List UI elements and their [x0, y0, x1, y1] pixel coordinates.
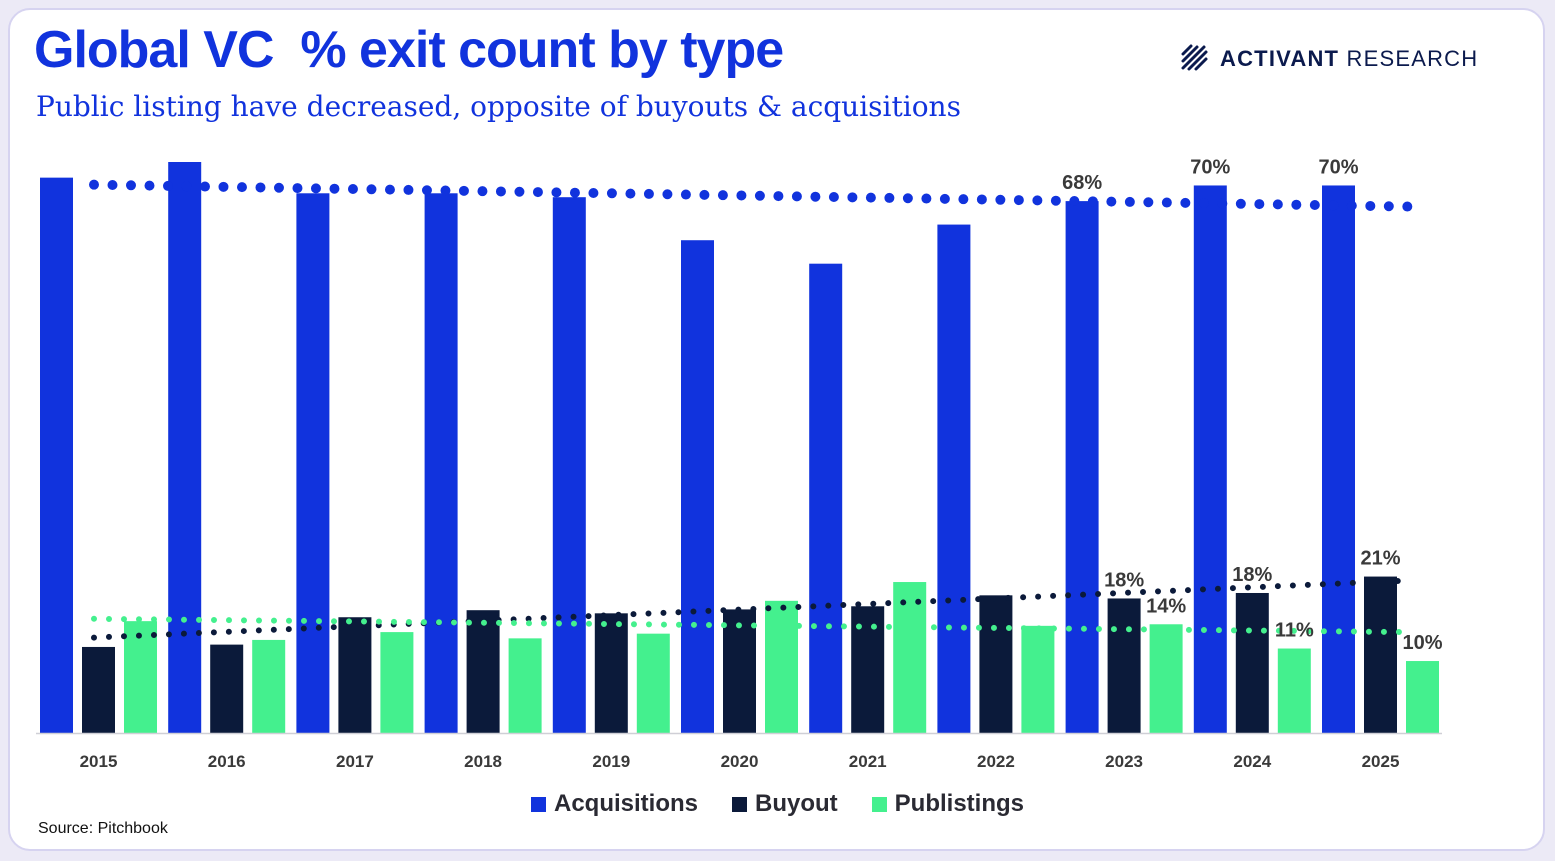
bar-buyout-2022 [979, 595, 1013, 733]
bar-buyout-2015 [82, 646, 115, 733]
legend-item-buyout: Buyout [732, 790, 838, 818]
x-tick-label-2020: 2020 [721, 752, 759, 771]
legend-label-acquisitions: Acquisitions [553, 790, 698, 817]
x-tick-label-2024: 2024 [1233, 752, 1271, 771]
bar-buyout-2020 [723, 609, 756, 733]
data-label-buyout-2023: 18% [1104, 569, 1144, 591]
bar-publistings-2018 [508, 638, 542, 733]
bar-publistings-2015 [124, 621, 157, 733]
brand-logo: ACTIVANT RESEARCH [1180, 44, 1478, 74]
bar-buyout-2023 [1107, 598, 1141, 733]
bar-acquisitions-2017 [296, 193, 330, 734]
x-tick-label-2017: 2017 [336, 752, 374, 771]
bar-acquisitions-2020 [681, 240, 714, 733]
bar-acquisitions-2015 [40, 177, 73, 734]
trendline-buyout [91, 577, 1412, 641]
bar-acquisitions-2016 [168, 162, 202, 733]
data-label-acquisitions-2024: 70% [1190, 156, 1230, 178]
page-subtitle: Public listing have decreased, opposite … [36, 90, 961, 123]
bar-buyout-2025 [1364, 576, 1397, 733]
chart-legend: Acquisitions Buyout Publistings [0, 790, 1555, 818]
bar-acquisitions-2022 [937, 224, 971, 733]
bar-buyout-2019 [594, 613, 628, 733]
x-tick-label-2021: 2021 [849, 752, 887, 771]
bar-buyout-2024 [1235, 592, 1269, 733]
bar-chart: 68% 70% 70% 18% 18% 21% 14% 11% 10% 2015 2016 2017 2… [36, 156, 1443, 771]
x-tick-label-2015: 2015 [80, 752, 118, 771]
trendline-acquisitions [89, 179, 1414, 212]
legend-swatch-acquisitions [530, 796, 546, 812]
legend-item-acquisitions: Acquisitions [530, 790, 698, 818]
trendline-publistings [91, 615, 1412, 636]
data-label-publistings-2023: 14% [1146, 595, 1186, 617]
bar-buyout-2017 [338, 617, 372, 733]
x-tick-label-2016: 2016 [208, 752, 246, 771]
page-title: Global VC % exit count by type [34, 21, 784, 79]
bar-publistings-2017 [380, 632, 414, 733]
legend-item-publistings: Publistings [871, 790, 1024, 818]
bar-acquisitions-2023 [1065, 201, 1099, 733]
data-label-publistings-2025: 10% [1402, 632, 1442, 654]
bar-publistings-2016 [252, 639, 286, 733]
legend-swatch-publistings [871, 796, 887, 812]
bar-buyout-2018 [466, 610, 500, 733]
x-tick-label-2019: 2019 [592, 752, 630, 771]
data-label-buyout-2025: 21% [1360, 548, 1400, 570]
bar-publistings-2025 [1406, 661, 1439, 733]
bar-acquisitions-2021 [809, 263, 843, 733]
bar-acquisitions-2018 [424, 193, 458, 734]
bar-acquisitions-2024 [1193, 185, 1227, 733]
x-tick-label-2023: 2023 [1105, 752, 1143, 771]
activant-stripes-icon [1181, 44, 1208, 71]
bar-buyout-2016 [210, 644, 244, 733]
legend-label-publistings: Publistings [894, 790, 1024, 817]
brand-name: ACTIVANT RESEARCH [1220, 46, 1478, 72]
legend-label-buyout: Buyout [755, 790, 838, 817]
bar-publistings-2020 [765, 600, 798, 733]
bar-buyout-2021 [851, 606, 885, 733]
data-label-acquisitions-2023: 68% [1062, 172, 1102, 194]
bar-acquisitions-2019 [552, 197, 586, 734]
source-note: Source: Pitchbook [38, 820, 168, 837]
bar-publistings-2024 [1277, 648, 1311, 733]
x-tick-label-2018: 2018 [464, 752, 502, 771]
data-label-buyout-2024: 18% [1232, 564, 1272, 586]
bar-publistings-2019 [636, 633, 670, 733]
x-tick-label-2022: 2022 [977, 752, 1015, 771]
legend-swatch-buyout [732, 796, 747, 812]
bar-publistings-2023 [1149, 624, 1183, 733]
data-label-acquisitions-2025: 70% [1318, 156, 1358, 178]
brand-name-light: RESEARCH [1339, 46, 1479, 71]
brand-name-bold: ACTIVANT [1220, 46, 1340, 71]
x-tick-label-2025: 2025 [1362, 752, 1400, 771]
bar-publistings-2022 [1021, 625, 1055, 733]
data-label-publistings-2024: 11% [1275, 620, 1314, 642]
bar-acquisitions-2025 [1322, 185, 1355, 733]
bar-publistings-2021 [893, 582, 927, 733]
